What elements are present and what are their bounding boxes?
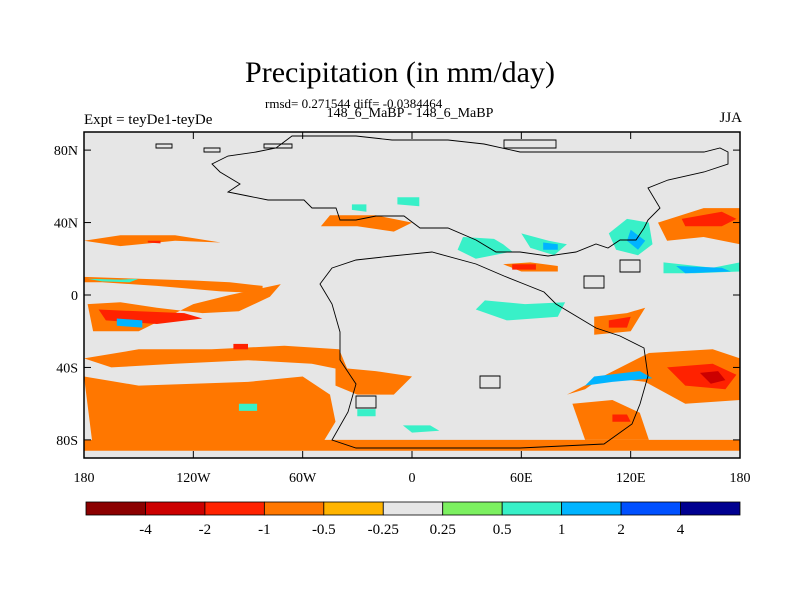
- y-tick-label: 80S: [56, 434, 78, 449]
- y-tick-label: 0: [71, 289, 78, 304]
- y-tick-label: 40S: [56, 361, 78, 376]
- anomaly-region: [612, 414, 631, 422]
- anomaly-region: [351, 204, 367, 212]
- colorbar-label: -4: [139, 522, 152, 538]
- anomaly-region: [699, 371, 726, 384]
- x-tick-label: 0: [409, 471, 416, 486]
- colorbar-swatch: [620, 501, 681, 516]
- chart-subtitle: 148_6_MaBP - 148_6_MaBP: [326, 106, 494, 121]
- anomaly-region: [147, 240, 161, 244]
- y-tick-label: 80N: [54, 144, 78, 159]
- anomaly-region: [402, 425, 440, 433]
- colorbar-label: 4: [677, 522, 685, 538]
- anomaly-region: [543, 242, 558, 250]
- anomaly-region: [357, 409, 376, 417]
- colorbar-label: 0.25: [430, 522, 456, 538]
- anomaly-region: [84, 345, 349, 372]
- anomaly-region: [84, 439, 740, 451]
- anomaly-region: [84, 235, 221, 247]
- coastline: [479, 375, 501, 389]
- colorbar-label: 1: [558, 522, 566, 538]
- season-label: JJA: [719, 110, 742, 126]
- coastline: [319, 251, 649, 449]
- anomaly-region: [585, 371, 653, 386]
- anomaly-region: [84, 376, 336, 449]
- anomaly-region: [116, 318, 143, 328]
- coastline: [203, 147, 221, 153]
- colorbar-swatch: [501, 501, 563, 516]
- colorbar-label: -1: [258, 522, 271, 538]
- anomaly-region: [238, 403, 258, 411]
- colorbar-swatch: [382, 501, 444, 516]
- coastline: [583, 275, 605, 289]
- colorbar-swatch: [323, 501, 384, 516]
- x-tick-label: 120W: [176, 471, 211, 486]
- stats-label: rmsd= 0.271544 diff= -0.0384464: [265, 96, 443, 111]
- x-tick-label: 180: [74, 471, 95, 486]
- colorbar-swatch: [561, 501, 622, 516]
- y-tick-label: 40N: [54, 217, 78, 232]
- experiment-label: Expt = teyDe1-teyDe: [84, 112, 213, 128]
- x-tick-label: 60W: [289, 471, 317, 486]
- coastline: [155, 143, 173, 149]
- anomaly-region: [681, 211, 737, 227]
- colorbar-swatch: [204, 501, 265, 516]
- coastline: [503, 139, 557, 149]
- anomaly-region: [457, 237, 513, 259]
- anomaly-region: [676, 266, 731, 274]
- x-tick-label: 180: [730, 471, 751, 486]
- colorbar-swatch: [85, 501, 146, 516]
- colorbar-swatch: [145, 501, 206, 516]
- anomaly-region: [475, 300, 566, 321]
- anomaly-region: [87, 278, 139, 283]
- anomaly-region: [233, 343, 248, 350]
- anomaly-region: [566, 349, 740, 404]
- anomaly-region: [667, 363, 737, 390]
- colorbar-label: -2: [199, 522, 212, 538]
- colorbar-swatch: [263, 501, 325, 516]
- colorbar-label: 2: [617, 522, 625, 538]
- anomaly-region: [320, 215, 412, 232]
- x-tick-label: 60E: [510, 471, 533, 486]
- colorbar-label: -0.25: [368, 522, 399, 538]
- anomaly-region: [572, 400, 649, 440]
- colorbar-swatch: [442, 501, 503, 516]
- anomaly-region: [397, 197, 420, 207]
- chart-title: Precipitation (in mm/day): [245, 56, 555, 89]
- coastline: [355, 395, 377, 409]
- anomaly-region: [608, 316, 631, 328]
- colorbar-label: 0.5: [493, 522, 512, 538]
- colorbar-swatch: [680, 501, 741, 516]
- coastline: [619, 259, 641, 273]
- coastline: [211, 135, 729, 257]
- x-tick-label: 120E: [616, 471, 646, 486]
- colorbar-label: -0.5: [312, 522, 336, 538]
- anomaly-region: [512, 264, 536, 270]
- coastline: [263, 143, 293, 149]
